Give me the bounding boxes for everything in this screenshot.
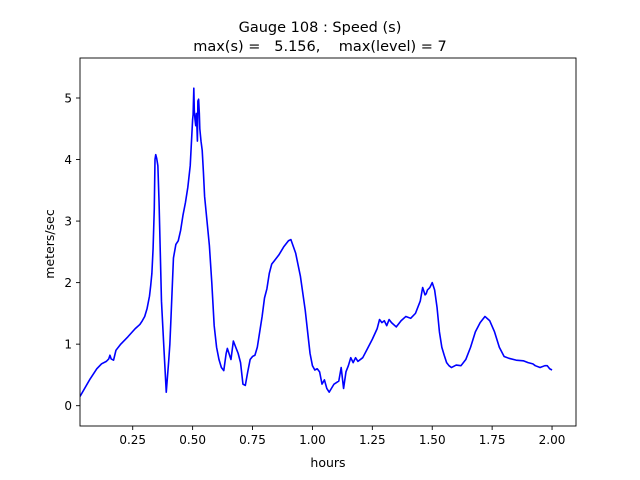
y-tick-label: 3 [64,215,72,229]
chart-title-line2: max(s) = 5.156, max(level) = 7 [193,39,447,55]
y-tick-label: 4 [64,153,72,167]
plot-frame [79,57,577,427]
y-tick-label: 1 [64,338,72,352]
chart-title-line1: Gauge 108 : Speed (s) [239,20,402,36]
series-line-0 [80,87,553,397]
x-tick-label: 0.25 [119,433,146,447]
x-axis-label: hours [310,455,345,470]
x-tick-label: 0.50 [179,433,206,447]
x-axis-ticks: 0.25 0.50 0.75 1.00 1.25 1.50 1.75 2.00 [119,426,565,447]
plot-area [79,57,577,427]
y-axis-label: meters/sec [42,209,57,279]
x-tick-label: 1.00 [299,433,326,447]
x-tick-label: 1.25 [359,433,386,447]
x-tick-label: 2.00 [539,433,566,447]
y-tick-label: 5 [64,92,72,106]
x-tick-label: 1.50 [419,433,446,447]
x-tick-label: 1.75 [479,433,506,447]
y-axis-ticks: 0 1 2 3 4 5 [64,92,80,413]
x-tick-label: 0.75 [239,433,266,447]
y-tick-label: 0 [64,399,72,413]
y-tick-label: 2 [64,276,72,290]
